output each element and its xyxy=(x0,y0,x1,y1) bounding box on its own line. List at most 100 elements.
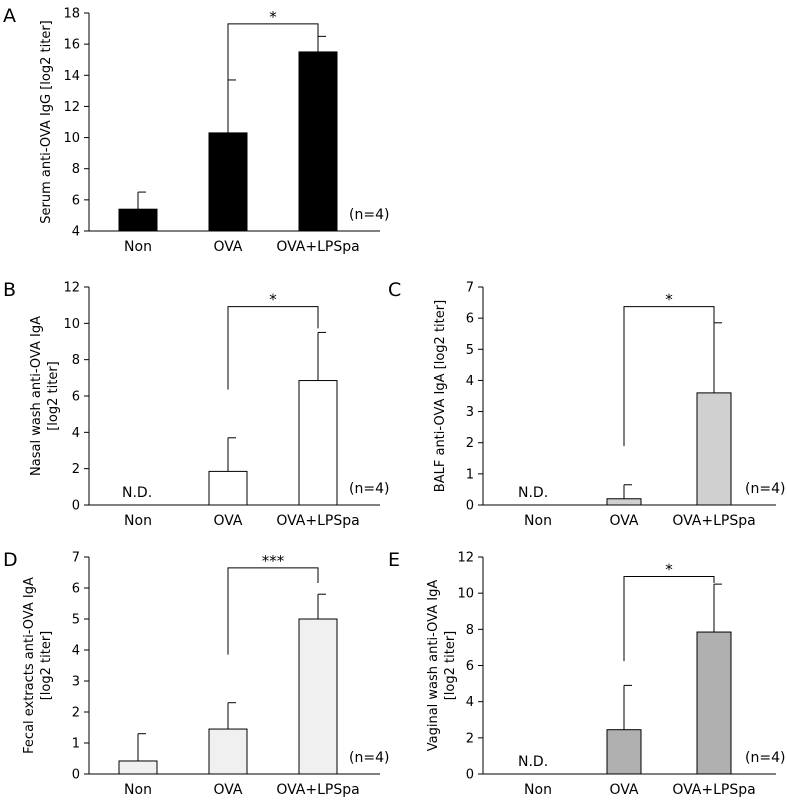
panel-c: C 0 1 2 3 4 5 6 7 BALF anti-OVA IgA [log2 titer] N… xyxy=(388,279,785,529)
y-tick-label: 6 xyxy=(466,312,474,327)
y-tick-label: 5 xyxy=(72,613,80,628)
significance-bracket xyxy=(227,567,319,655)
x-category-label: OVA+LPSpa xyxy=(672,513,755,529)
n-label: (n=4) xyxy=(349,481,389,497)
significance-bracket xyxy=(227,23,319,96)
x-category-label: OVA xyxy=(213,239,242,255)
n-label: (n=4) xyxy=(349,750,389,766)
y-tick-label: 16 xyxy=(63,38,80,53)
y-tick-label: 2 xyxy=(72,706,80,721)
y-tick-label: 10 xyxy=(457,587,474,602)
y-tick-label: 3 xyxy=(466,405,474,420)
x-category-label: Non xyxy=(524,513,552,529)
y-tick-label: 14 xyxy=(63,69,80,84)
bar xyxy=(208,470,248,506)
y-tick-label: 1 xyxy=(72,737,80,752)
y-axis-label: Nasal wash anti-OVA IgA xyxy=(29,316,44,476)
bar xyxy=(696,392,732,506)
y-tick-label: 12 xyxy=(63,100,80,115)
bar xyxy=(298,380,338,506)
bar xyxy=(118,208,158,232)
x-category-label: OVA xyxy=(609,782,638,798)
n-label: (n=4) xyxy=(745,750,785,766)
y-tick-label: 6 xyxy=(466,659,474,674)
panel-letter: A xyxy=(3,5,16,27)
bar xyxy=(298,618,338,775)
significance-bracket xyxy=(623,306,715,447)
x-category-label: OVA+LPSpa xyxy=(276,782,359,798)
y-tick-label: 6 xyxy=(72,582,80,597)
panel-letter: B xyxy=(3,279,16,301)
x-category-label: OVA+LPSpa xyxy=(276,239,359,255)
y-tick-label: 6 xyxy=(72,390,80,405)
significance-label: *** xyxy=(262,552,285,570)
y-tick-label: 12 xyxy=(457,551,474,566)
y-axis-label: Serum anti-OVA IgG [log2 titer] xyxy=(39,20,54,224)
y-tick-label: 2 xyxy=(466,731,474,746)
significance-label: * xyxy=(665,561,673,579)
panel-letter: E xyxy=(388,549,400,571)
y-axis-label: [log2 titer] xyxy=(46,361,61,431)
y-axis-label: [log2 titer] xyxy=(39,631,54,701)
x-category-label: OVA+LPSpa xyxy=(276,513,359,529)
y-tick-label: 0 xyxy=(466,768,474,783)
y-axis-label: Vaginal wash anti-OVA IgA xyxy=(426,580,441,752)
panel-letter: D xyxy=(3,549,18,571)
panel-a: A 4 6 8 10 12 14 16 18 Serum anti-OVA IgG [log2 t… xyxy=(3,5,389,255)
y-tick-label: 18 xyxy=(63,7,80,22)
y-tick-label: 0 xyxy=(72,768,80,783)
nd-label: N.D. xyxy=(518,754,548,770)
panel-letter: C xyxy=(388,279,401,301)
x-category-label: Non xyxy=(124,239,152,255)
n-label: (n=4) xyxy=(349,207,389,223)
y-tick-label: 7 xyxy=(72,551,80,566)
panel-d: D 0 1 2 3 4 5 6 7 Fecal extracts anti-OVA IgA [log… xyxy=(3,549,389,798)
y-axis-label: Fecal extracts anti-OVA IgA xyxy=(22,577,37,754)
n-label: (n=4) xyxy=(745,481,785,497)
bar xyxy=(298,51,338,232)
bar xyxy=(208,132,248,232)
y-tick-label: 12 xyxy=(63,281,80,296)
x-category-label: OVA xyxy=(213,513,242,529)
y-tick-label: 6 xyxy=(72,193,80,208)
nd-label: N.D. xyxy=(122,485,152,501)
y-tick-label: 4 xyxy=(72,225,80,240)
y-tick-label: 4 xyxy=(72,644,80,659)
y-tick-label: 5 xyxy=(466,343,474,358)
x-category-label: OVA xyxy=(213,782,242,798)
y-tick-label: 8 xyxy=(466,623,474,638)
y-tick-label: 10 xyxy=(63,131,80,146)
y-tick-label: 4 xyxy=(466,695,474,710)
y-tick-label: 10 xyxy=(63,317,80,332)
bar xyxy=(606,498,642,506)
significance-label: * xyxy=(269,291,277,309)
significance-bracket xyxy=(623,576,715,662)
y-tick-label: 1 xyxy=(466,467,474,482)
y-tick-label: 8 xyxy=(72,162,80,177)
y-axis-label: BALF anti-OVA IgA [log2 titer] xyxy=(433,300,448,492)
x-category-label: Non xyxy=(124,782,152,798)
nd-label: N.D. xyxy=(518,485,548,501)
x-category-label: Non xyxy=(124,513,152,529)
y-tick-label: 3 xyxy=(72,675,80,690)
y-tick-label: 2 xyxy=(466,436,474,451)
bar xyxy=(606,729,642,775)
x-category-label: Non xyxy=(524,782,552,798)
y-tick-label: 4 xyxy=(466,374,474,389)
bar xyxy=(118,760,158,775)
significance-bracket xyxy=(227,306,319,390)
significance-label: * xyxy=(269,8,277,26)
y-tick-label: 0 xyxy=(466,499,474,514)
y-tick-label: 7 xyxy=(466,281,474,296)
bar xyxy=(696,631,732,775)
panel-e: E 0 2 4 6 8 10 12 Vaginal wash anti-OVA IgA [log2… xyxy=(388,549,785,798)
bar xyxy=(208,728,248,775)
panel-b: B 0 2 4 6 8 10 12 Nasal wash anti-OVA IgA [log2 t… xyxy=(3,279,389,529)
y-tick-label: 0 xyxy=(72,499,80,514)
x-category-label: OVA xyxy=(609,513,638,529)
y-axis-label: [log2 titer] xyxy=(443,631,458,701)
x-category-label: OVA+LPSpa xyxy=(672,782,755,798)
y-tick-label: 4 xyxy=(72,426,80,441)
y-tick-label: 8 xyxy=(72,353,80,368)
